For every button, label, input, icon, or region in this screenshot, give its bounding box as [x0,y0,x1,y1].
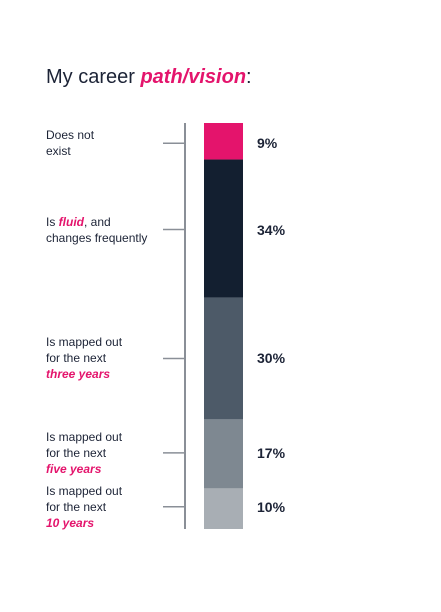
label-text: exist [46,144,71,159]
label-text: for the next [46,499,107,514]
bar-segment [204,488,243,529]
category-label: Is mapped out for the next three years [46,334,164,382]
category-label: Is fluid, and changes frequently [46,214,164,246]
value-label: 10% [257,498,286,515]
bar-segment [204,123,243,160]
label-text: for the next [46,445,107,460]
category-label: Is mapped out for the next 10 years [46,483,164,531]
label-text: Is mapped out [46,429,123,444]
title-accent: path/vision [140,66,247,88]
label-text: , and [84,214,111,229]
title-prefix: My career [46,66,141,88]
label-emphasis: three years [46,367,111,382]
value-label: 30% [257,350,286,367]
value-label: 9% [257,135,278,152]
category-label: Does not exist [46,127,164,159]
label-text: Is mapped out [46,483,123,498]
label-text: Is [46,214,59,229]
label-emphasis: 10 years [46,515,95,530]
chart-title: My career path/vision: [46,66,252,89]
label-emphasis: five years [46,461,102,476]
label-text: Is mapped out [46,335,123,350]
value-label: 17% [257,444,286,461]
label-text: for the next [46,351,107,366]
label-text: changes frequently [46,230,148,245]
label-text: Does not [46,128,95,143]
label-emphasis: fluid [58,214,84,229]
value-label: 34% [257,221,286,238]
title-suffix: : [246,66,252,88]
bar-segment [204,419,243,489]
bar-segment [204,159,243,298]
category-label: Is mapped out for the next five years [46,429,164,477]
bar-segment [204,297,243,420]
